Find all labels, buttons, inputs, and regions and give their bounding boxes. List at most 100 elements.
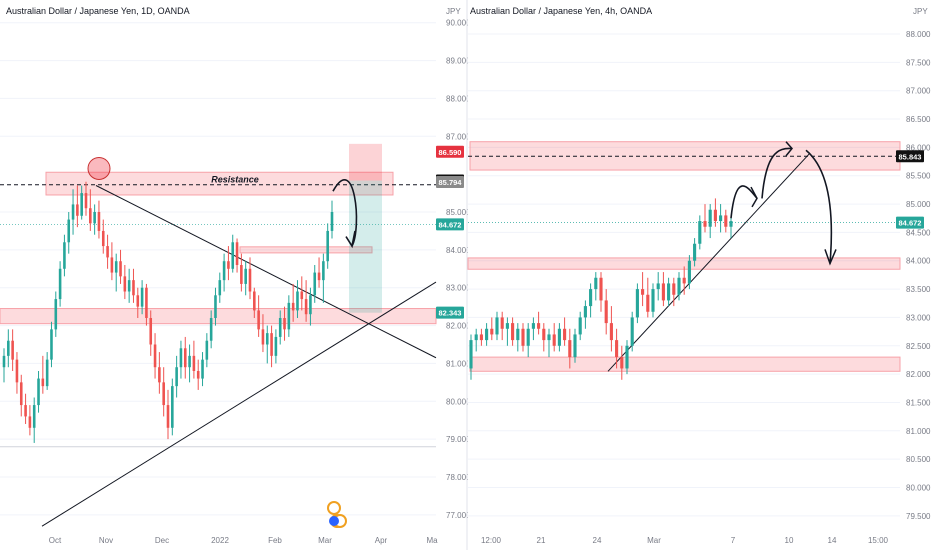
candle-body [136, 295, 140, 307]
candle-body [244, 268, 247, 284]
y-tick-label: 87.000 [446, 132, 471, 141]
candle-body [67, 219, 71, 243]
candle-body [89, 208, 92, 224]
candle-body [63, 242, 66, 269]
candle-body [304, 299, 308, 315]
y-tick-label: 85.500 [906, 172, 931, 181]
candle-body [729, 221, 733, 227]
y-tick-label: 81.000 [906, 427, 931, 436]
candle-body [568, 340, 572, 358]
descending-trend-line [95, 185, 437, 359]
y-tick-label: 88.000 [446, 94, 471, 103]
candle-body [708, 209, 712, 227]
left-grid [0, 22, 436, 516]
candle-body [552, 334, 556, 346]
left-x-axis: Oct Nov Dec 2022 Feb Mar Apr Ma [49, 536, 438, 545]
support-resistance-zone [469, 356, 901, 372]
risk-box [349, 143, 382, 181]
left-chart-1d: Resistance Australian Dollar / Japanese … [0, 0, 472, 545]
price-tag [436, 175, 464, 188]
candle-body [625, 345, 629, 369]
candle-body [547, 334, 551, 341]
candle-body [474, 334, 478, 341]
candle-body [326, 230, 329, 262]
x-tick-label: 7 [731, 536, 736, 545]
candle-body [41, 378, 45, 387]
x-tick-label: 24 [593, 536, 602, 545]
candle-body [609, 323, 613, 341]
candle-body [227, 261, 230, 269]
candle-body [724, 215, 728, 227]
y-tick-label: 83.500 [906, 285, 931, 294]
candle-body [261, 329, 265, 345]
price-tag-label: 86.590 [439, 148, 462, 157]
candle-body [713, 209, 717, 222]
projection-arrow [332, 179, 358, 247]
candle-body [127, 280, 131, 292]
x-tick-label: 15:00 [868, 536, 889, 545]
left-chart-title: Australian Dollar / Japanese Yen, 1D, OA… [6, 6, 190, 16]
candle-body [542, 328, 546, 341]
y-tick-label: 88.000 [906, 30, 931, 39]
candle-body [661, 283, 665, 301]
ascending-trend-line [607, 152, 811, 372]
candle-body [687, 260, 691, 284]
projection-arrowhead [750, 186, 758, 208]
candle-body [719, 215, 723, 222]
right-chart-title: Australian Dollar / Japanese Yen, 4h, OA… [470, 6, 652, 16]
candle-body [667, 283, 671, 301]
x-tick-label: Mar [318, 536, 332, 545]
left-plot-background [0, 0, 436, 530]
support-resistance-zone [45, 171, 394, 196]
y-tick-label: 82.000 [906, 370, 931, 379]
x-tick-label: Oct [49, 536, 62, 545]
event-icon[interactable] [327, 501, 341, 515]
candle-body [615, 340, 619, 358]
candle-body [222, 261, 226, 281]
price-tag [896, 216, 924, 229]
right-annotations [730, 141, 837, 266]
reward-box [349, 180, 382, 313]
x-tick-label: Apr [375, 536, 388, 545]
price-tag [436, 218, 464, 231]
candle-body [93, 212, 96, 224]
price-tag-label: 82.343 [439, 309, 462, 318]
y-tick-label: 81.000 [446, 359, 471, 368]
x-tick-label: 2022 [211, 536, 229, 545]
candle-body [145, 287, 148, 318]
candle-body [677, 277, 681, 295]
candle-body [205, 340, 209, 360]
candle-body [106, 246, 109, 258]
event-icon[interactable] [329, 516, 339, 526]
candle-body [317, 272, 321, 281]
right-trend-lines [468, 152, 900, 372]
candle-body [101, 230, 105, 247]
candle-body [45, 359, 49, 387]
price-tag [436, 145, 464, 158]
candle-body [218, 280, 222, 296]
candle-body [313, 272, 317, 296]
left-currency-label: JPY [446, 7, 461, 16]
right-price-tags: 85.843 84.672 [896, 150, 924, 229]
y-tick-label: 90.000 [446, 19, 471, 28]
y-tick-label: 79.000 [446, 435, 471, 444]
candle-body [537, 323, 541, 329]
left-candles [2, 181, 334, 443]
candle-body [28, 416, 32, 428]
candle-body [594, 277, 598, 290]
candle-body [278, 318, 282, 337]
x-tick-label: Ma [426, 536, 438, 545]
price-tag [436, 306, 464, 319]
candle-body [196, 371, 200, 379]
event-icons[interactable] [327, 501, 347, 528]
right-chart-4h: Australian Dollar / Japanese Yen, 4h, OA… [467, 0, 931, 545]
candle-body [50, 329, 53, 360]
candle-body [635, 289, 639, 318]
y-tick-label: 89.000 [446, 57, 471, 66]
y-tick-label: 85.000 [446, 208, 471, 217]
top-marker-circle [87, 156, 111, 180]
candle-body [192, 355, 196, 371]
y-tick-label: 79.500 [906, 512, 931, 521]
y-tick-label: 86.000 [906, 143, 931, 152]
candle-body [526, 328, 530, 346]
